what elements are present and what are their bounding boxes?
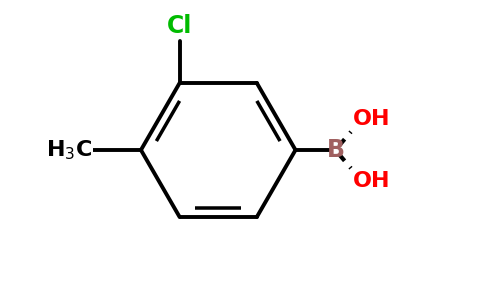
Text: OH: OH [353,171,391,190]
Text: Cl: Cl [167,14,192,38]
Text: B: B [327,138,345,162]
Text: H$_3$C: H$_3$C [45,138,92,162]
Text: OH: OH [353,110,391,129]
